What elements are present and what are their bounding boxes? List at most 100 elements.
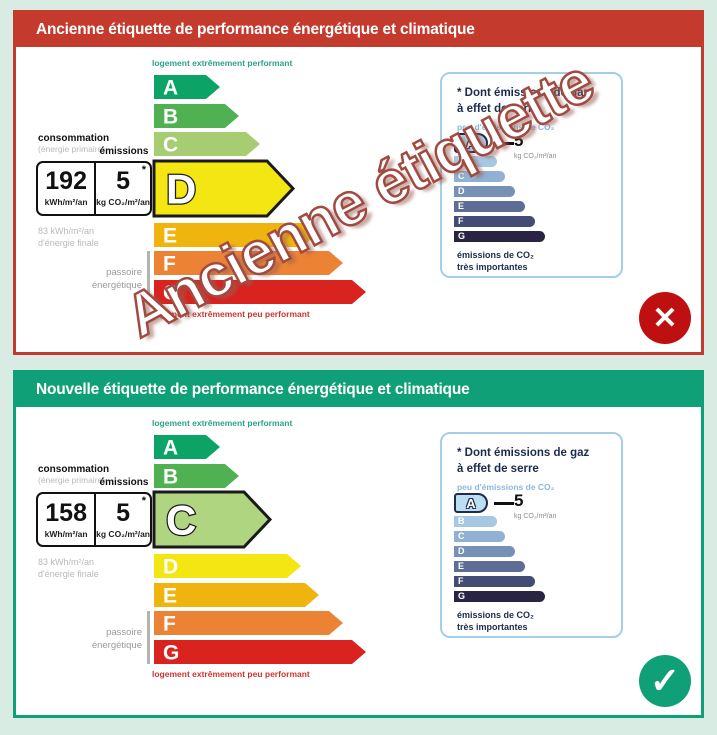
top-performance-note: logement extrêmement performant (152, 418, 293, 428)
co2-low-note: peu d'émissions de CO₂ (457, 122, 555, 132)
consumption-sublabel: (énergie primaire) (38, 143, 106, 154)
co2-class-bar-D: D (454, 546, 515, 557)
energy-sieve-bracket (147, 251, 150, 304)
energy-sieve-bracket (147, 611, 150, 664)
final-energy-note: 83 kWh/m²/an d'énergie finale (38, 557, 99, 579)
bottom-performance-note: logement extrêmement peu performant (152, 309, 310, 319)
energy-class-arrow-B: B (154, 103, 239, 128)
metric-headers: consommation (énergie primaire) émission… (38, 133, 152, 157)
co2-class-bar-B: B (454, 156, 497, 167)
svg-text:B: B (163, 105, 178, 128)
svg-text:A: A (163, 77, 178, 100)
co2-class-bar-G: G (454, 231, 545, 242)
svg-text:A: A (163, 437, 178, 460)
energy-class-arrow-D: D (152, 159, 296, 217)
emissions-unit: kg CO₂/m²/an (96, 197, 150, 207)
co2-box-title: * Dont émissions de gaz à effet de serre (457, 447, 590, 475)
co2-low-note: peu d'émissions de CO₂ (457, 482, 555, 492)
co2-class-bar-D: D (454, 186, 515, 197)
consumption-unit: kWh/m²/an (44, 528, 88, 539)
value-box: 158 kWh/m²/an * 5 kg CO₂/m²/an (36, 492, 152, 547)
co2-unit: kg CO₂/m²/an (514, 153, 557, 160)
co2-high-note: émissions de CO₂ très importantes (457, 250, 535, 272)
new-label-card: Nouvelle étiquette de performance énergé… (13, 370, 704, 718)
svg-text:C: C (166, 497, 196, 544)
co2-class-bar-C: C (454, 531, 505, 542)
energy-class-arrow-G: G (154, 279, 366, 304)
svg-text:F: F (163, 613, 176, 636)
co2-high-note: émissions de CO₂ très importantes (457, 610, 535, 632)
energy-class-arrow-C: C (154, 132, 260, 157)
consumption-value: 192 (45, 167, 87, 195)
value-box: 192 kWh/m²/an * 5 kg CO₂/m²/an (36, 160, 152, 216)
co2-class-bar-E: E (454, 561, 525, 572)
emissions-label: émissions (99, 145, 149, 157)
energy-class-arrow-A: A (154, 75, 220, 100)
new-label-header: Nouvelle étiquette de performance énergé… (16, 373, 701, 407)
svg-text:D: D (163, 556, 178, 579)
co2-value: 5 (514, 131, 524, 150)
energy-class-arrow-G: G (154, 639, 366, 664)
check-icon: ✓ (639, 655, 691, 707)
svg-text:B: B (163, 465, 178, 488)
energy-class-arrow-F: F (154, 251, 343, 276)
co2-class-bar-C: C (454, 171, 505, 182)
co2-value-connector (494, 502, 514, 505)
energy-class-arrow-E: E (154, 222, 316, 247)
energy-sieve-label: passoire énergétique (91, 627, 142, 651)
consumption-label: consommation (38, 132, 110, 144)
top-performance-note: logement extrêmement performant (152, 58, 293, 68)
co2-emissions-box: * Dont émissions de gaz à effet de serre… (440, 432, 623, 638)
co2-value-connector (494, 142, 514, 145)
co2-class-bar-B: B (454, 516, 497, 527)
emissions-unit: kg CO₂/m²/an (96, 528, 150, 539)
co2-class-bar-G: G (454, 591, 545, 602)
value-box-divider (94, 162, 97, 214)
consumption-value: 158 (45, 498, 87, 527)
old-label-card: Ancienne étiquette de performance énergé… (13, 10, 704, 355)
co2-unit: kg CO₂/m²/an (514, 513, 557, 520)
emissions-value: 5 (116, 498, 131, 527)
co2-class-bar-E: E (454, 201, 525, 212)
consumption-sublabel: (énergie primaire) (38, 475, 106, 485)
metric-headers: consommation (énergie primaire) émission… (38, 464, 152, 488)
consumption-unit: kWh/m²/an (44, 197, 88, 207)
emissions-asterisk: * (141, 495, 146, 507)
svg-text:G: G (163, 641, 179, 664)
co2-class-bar-F: F (454, 216, 535, 227)
co2-class-badge-A: A (454, 493, 488, 513)
energy-class-arrow-D: D (154, 554, 301, 579)
emissions-asterisk: * (141, 163, 146, 176)
old-label-header: Ancienne étiquette de performance énergé… (16, 13, 701, 47)
co2-class-bar-F: F (454, 576, 535, 587)
svg-text:E: E (163, 224, 177, 247)
emissions-value: 5 (116, 167, 131, 195)
cross-icon: ✕ (639, 292, 691, 344)
value-box-divider (94, 494, 97, 545)
energy-class-arrow-E: E (154, 582, 319, 607)
final-energy-note: 83 kWh/m²/an d'énergie finale (38, 225, 99, 248)
svg-text:G: G (163, 281, 179, 304)
svg-text:C: C (163, 134, 178, 157)
co2-class-scale: A 5 kg CO₂/m²/an B C D E F G (454, 131, 616, 245)
co2-value: 5 (514, 491, 524, 510)
energy-class-arrow-F: F (154, 611, 343, 636)
svg-text:F: F (163, 253, 176, 276)
co2-box-title: * Dont émissions de gaz à effet de serre (457, 87, 590, 115)
co2-class-scale: A 5 kg CO₂/m²/an B C D E F G (454, 491, 616, 605)
svg-text:E: E (163, 584, 177, 607)
emissions-label: émissions (99, 477, 149, 488)
svg-text:D: D (166, 165, 196, 212)
energy-sieve-label: passoire énergétique (91, 267, 142, 291)
bottom-performance-note: logement extrêmement peu performant (152, 669, 310, 679)
energy-class-arrow-A: A (154, 435, 220, 460)
consumption-label: consommation (38, 464, 110, 475)
energy-class-arrow-C: C (152, 490, 273, 549)
new-label-title: Nouvelle étiquette de performance énergé… (36, 381, 470, 398)
co2-class-badge-A: A (454, 133, 488, 153)
